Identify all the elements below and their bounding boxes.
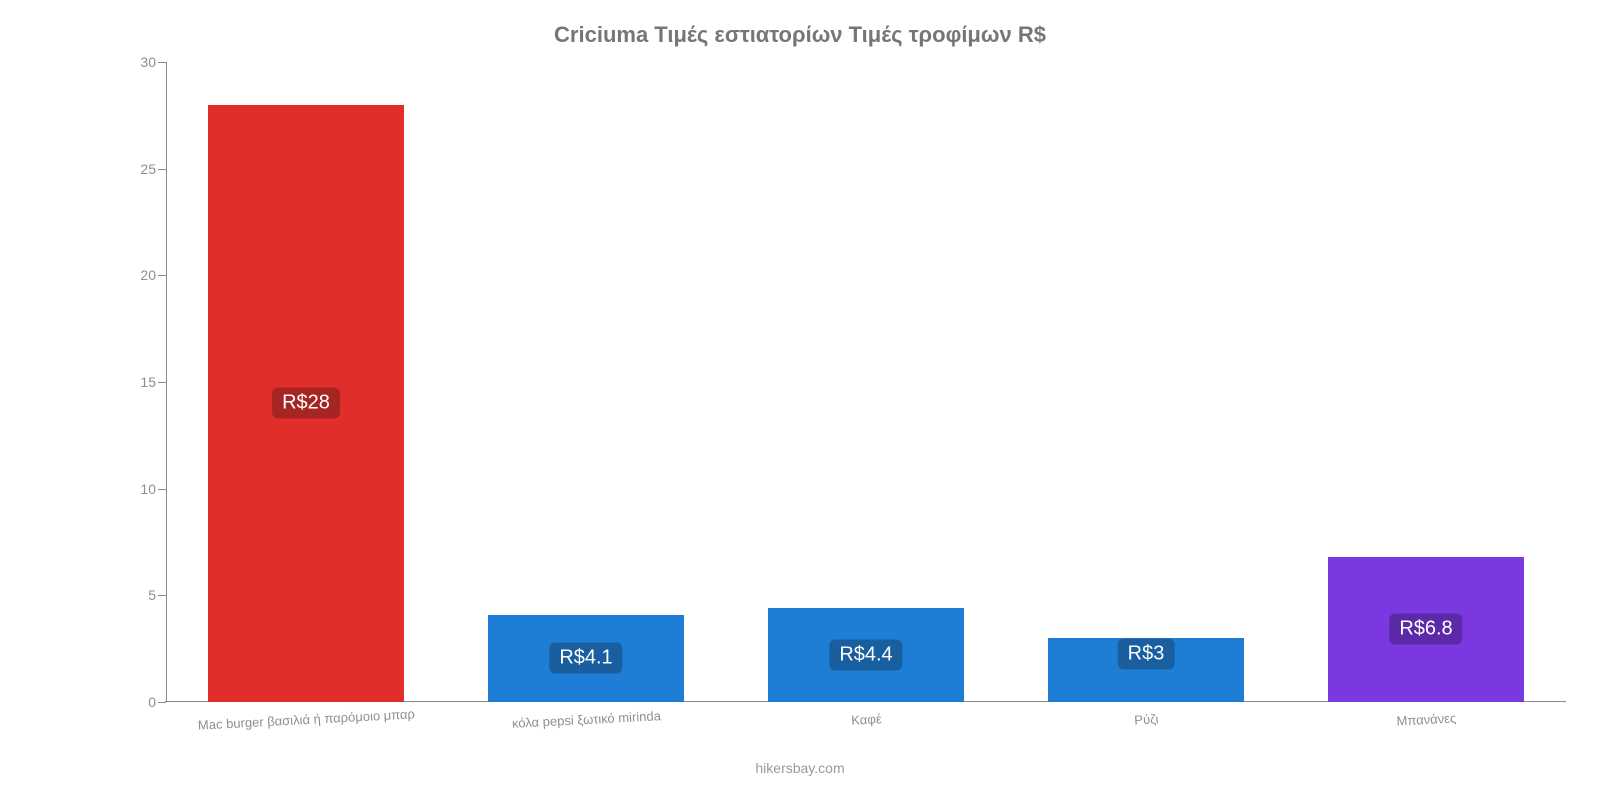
y-tick-label: 15 bbox=[140, 374, 166, 390]
chart-footer: hikersbay.com bbox=[0, 760, 1600, 776]
y-tick-label: 20 bbox=[140, 267, 166, 283]
chart-title: Criciuma Τιμές εστιατορίων Τιμές τροφίμω… bbox=[0, 0, 1600, 48]
bar-value-label: R$6.8 bbox=[1389, 614, 1462, 645]
y-tick-label: 30 bbox=[140, 54, 166, 70]
category-label: Ρύζι bbox=[1134, 711, 1159, 727]
y-tick-label: 25 bbox=[140, 161, 166, 177]
category-label: Καφέ bbox=[851, 711, 882, 728]
bar-value-label: R$4.1 bbox=[549, 643, 622, 674]
category-label: Mac burger βασιλιά ή παρόμοιο μπαρ bbox=[198, 706, 416, 732]
bars-layer: R$28 R$4.1 R$4.4 R$3 R$6.8 bbox=[166, 62, 1565, 702]
chart-container: Criciuma Τιμές εστιατορίων Τιμές τροφίμω… bbox=[0, 0, 1600, 800]
bar-value-label: R$28 bbox=[272, 388, 340, 419]
y-tick-label: 5 bbox=[148, 587, 166, 603]
plot-area: R$28R$4.1R$4.4R$3R$6.8 051015202530Mac b… bbox=[165, 62, 1565, 702]
bar-value-label: R$3 bbox=[1118, 639, 1175, 670]
category-label: Μπανάνες bbox=[1396, 710, 1456, 728]
y-tick-label: 10 bbox=[140, 481, 166, 497]
y-tick-label: 0 bbox=[148, 694, 166, 710]
category-label: κόλα pepsi ξωτικό mirinda bbox=[512, 708, 662, 731]
bar-value-label: R$4.4 bbox=[829, 640, 902, 671]
